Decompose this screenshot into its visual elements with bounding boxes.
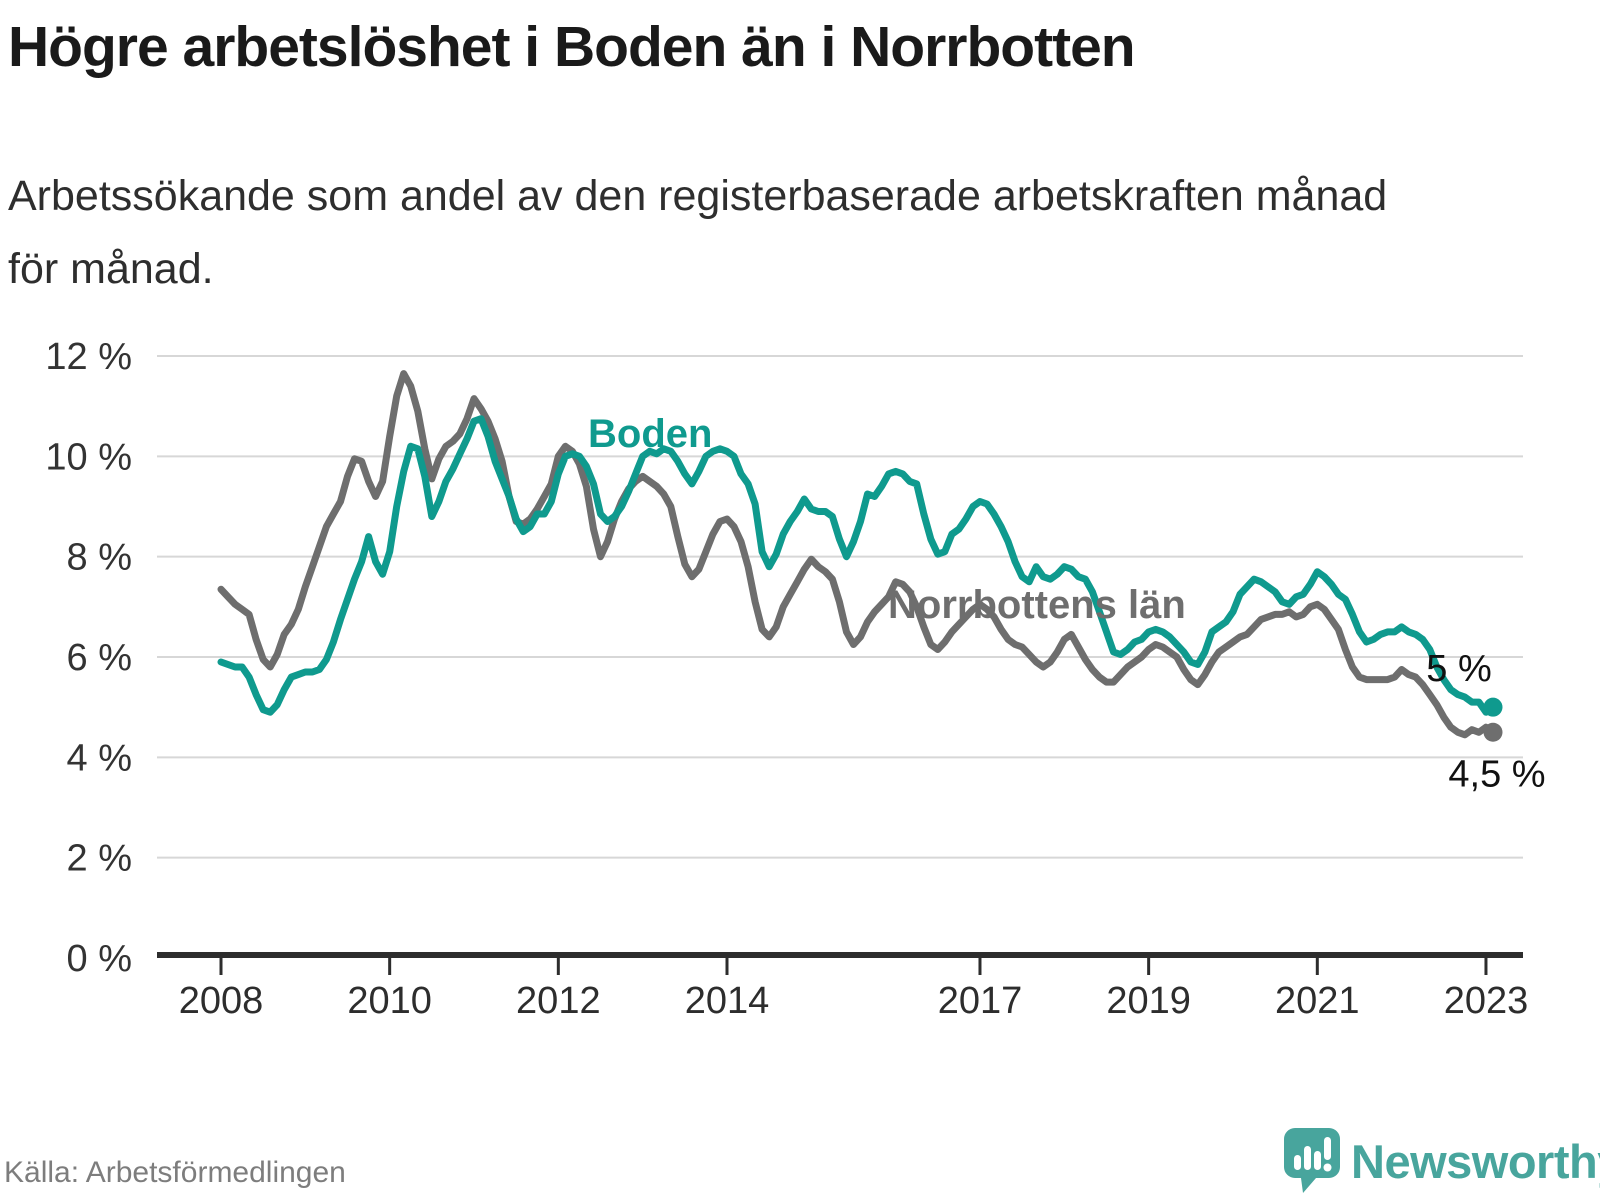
x-tick-label-2008: 2008 (179, 980, 264, 1022)
x-tick-label-2017: 2017 (938, 980, 1023, 1022)
newsworthy-bubble-icon (1284, 1128, 1340, 1193)
exclamation-dot-icon (1323, 1163, 1332, 1172)
series-label-norrbottens-l-n: Norrbottens län (888, 583, 1186, 627)
x-tick-label-2010: 2010 (347, 980, 432, 1022)
source-note: Källa: Arbetsförmedlingen (4, 1156, 346, 1189)
brand-name: Newsworthy (1351, 1134, 1600, 1188)
end-label-1: 4,5 % (1448, 753, 1545, 795)
newsworthy-logo: Newsworthy (1284, 1128, 1600, 1194)
exclamation-bar-icon (1324, 1137, 1331, 1160)
series-line-norrbottens-l-n (217, 370, 1497, 739)
y-tick-label-0: 0 % (67, 938, 132, 980)
series-label-boden: Boden (588, 412, 712, 456)
page-title: Högre arbetslöshet i Boden än i Norrbott… (8, 15, 1136, 79)
chart-subtitle: Arbetssökande som andel av den registerb… (8, 172, 1388, 294)
end-dot-1 (1483, 722, 1503, 742)
bar-small-icon (1294, 1155, 1301, 1170)
end-dot-0 (1483, 697, 1503, 717)
y-tick-label-6: 6 % (67, 637, 132, 679)
y-tick-label-8: 8 % (67, 537, 132, 579)
x-tick-label-2019: 2019 (1106, 980, 1191, 1022)
series-line-boden (217, 415, 1497, 716)
x-tick-label-2021: 2021 (1275, 980, 1360, 1022)
bar-tall-icon (1304, 1146, 1311, 1170)
x-tick-label-2012: 2012 (516, 980, 601, 1022)
end-label-0: 5 % (1426, 648, 1491, 690)
x-tick-label-2014: 2014 (685, 980, 770, 1022)
y-tick-label-4: 4 % (67, 737, 132, 779)
x-tick-label-2023: 2023 (1444, 980, 1529, 1022)
bar-medium-icon (1314, 1151, 1321, 1170)
bubble-shape (1284, 1128, 1340, 1193)
y-tick-label-10: 10 % (45, 436, 132, 478)
y-tick-label-12: 12 % (45, 336, 132, 378)
y-tick-label-2: 2 % (67, 838, 132, 880)
